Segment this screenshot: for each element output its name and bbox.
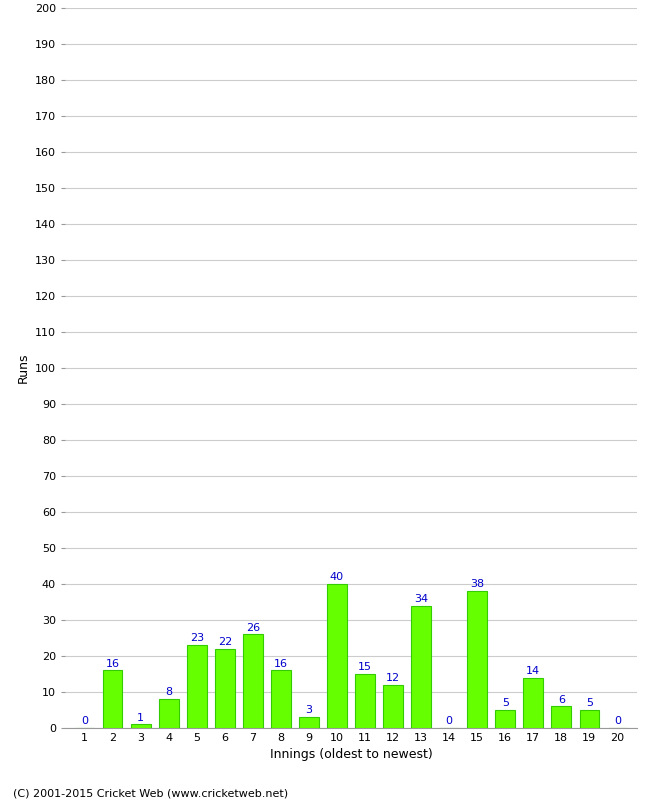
Text: 22: 22 <box>218 637 232 647</box>
Text: 16: 16 <box>274 658 288 669</box>
Bar <box>215 649 235 728</box>
Text: 38: 38 <box>470 579 484 590</box>
Text: 0: 0 <box>81 716 88 726</box>
Text: 26: 26 <box>246 622 260 633</box>
Text: 8: 8 <box>165 687 172 698</box>
Text: 0: 0 <box>446 716 452 726</box>
Bar <box>327 584 347 728</box>
Text: 5: 5 <box>502 698 509 708</box>
Bar <box>551 706 571 728</box>
Text: 6: 6 <box>558 694 565 705</box>
Bar <box>103 670 122 728</box>
Bar <box>495 710 515 728</box>
Text: 12: 12 <box>386 673 400 683</box>
Text: 14: 14 <box>526 666 540 676</box>
Bar <box>159 699 179 728</box>
Bar <box>384 685 403 728</box>
Bar <box>467 591 487 728</box>
Text: 0: 0 <box>614 716 621 726</box>
Bar <box>131 725 151 728</box>
Bar <box>243 634 263 728</box>
Y-axis label: Runs: Runs <box>16 353 29 383</box>
Bar <box>355 674 375 728</box>
Bar <box>523 678 543 728</box>
Text: 23: 23 <box>190 634 204 643</box>
Bar <box>299 718 318 728</box>
Text: 16: 16 <box>106 658 120 669</box>
Bar <box>411 606 431 728</box>
Bar <box>271 670 291 728</box>
Text: 15: 15 <box>358 662 372 672</box>
Text: (C) 2001-2015 Cricket Web (www.cricketweb.net): (C) 2001-2015 Cricket Web (www.cricketwe… <box>13 788 288 798</box>
Text: 34: 34 <box>414 594 428 604</box>
Bar <box>187 645 207 728</box>
Text: 40: 40 <box>330 572 344 582</box>
Bar <box>580 710 599 728</box>
Text: 1: 1 <box>137 713 144 722</box>
Text: 5: 5 <box>586 698 593 708</box>
X-axis label: Innings (oldest to newest): Innings (oldest to newest) <box>270 749 432 762</box>
Text: 3: 3 <box>306 706 313 715</box>
